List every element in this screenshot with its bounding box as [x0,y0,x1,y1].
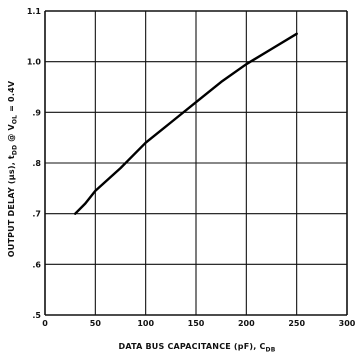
y-tick-label: .9 [32,108,41,117]
x-tick-label: 200 [238,319,255,328]
x-axis-title: DATA BUS CAPACITANCE (pF), CDB [118,342,275,354]
data-line-layer [74,32,298,215]
grid [44,10,348,316]
x-tick-label: 150 [188,319,205,328]
y-tick-label: .6 [32,260,41,269]
x-tick-label: 100 [137,319,154,328]
y-tick-label: .5 [32,311,41,320]
y-tick-label: 1.0 [27,58,42,67]
series-line [74,32,298,215]
y-axis-title: OUTPUT DELAY (μs), tDD @ VOL = 0.4V [7,80,19,257]
y-tick-label: 1.1 [27,7,42,16]
tick-labels: 0 50 100 150 200 250 300 .5 .6 .7 .8 .9 1.0 1.1 [27,7,356,328]
y-tick-label: .7 [32,210,41,219]
y-tick-label: .8 [32,159,41,168]
x-tick-label: 50 [90,319,102,328]
x-tick-label: 300 [339,319,356,328]
x-tick-label: 250 [288,319,305,328]
x-tick-label: 0 [42,319,48,328]
